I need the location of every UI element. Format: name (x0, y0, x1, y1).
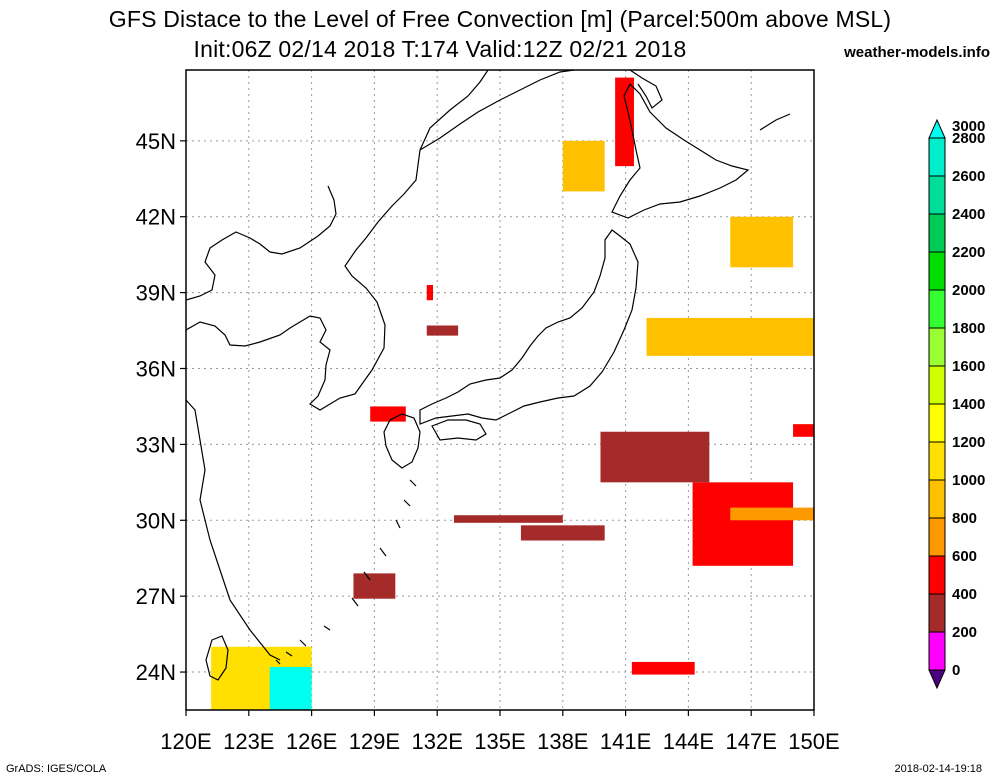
colorbar-label: 2000 (952, 282, 985, 299)
colorbar-label: 2400 (952, 206, 985, 223)
colorbar-label: 1800 (952, 320, 985, 337)
coast-honshu (419, 229, 639, 425)
coastlines (186, 70, 791, 681)
colorbar: 0 200 400 600 800 1000 1200 1400 1600 1800 2000 220… (928, 118, 985, 690)
data-fills (211, 77, 814, 710)
coast-china-korea (186, 70, 489, 661)
colorbar-label: 1000 (952, 472, 985, 489)
x-tick-label: 147E (726, 729, 777, 754)
colorbar-label: 200 (952, 624, 977, 641)
data-cell (646, 317, 814, 356)
x-tick-label: 123E (223, 729, 274, 754)
coast-kyushu (383, 413, 421, 469)
data-cell (793, 424, 814, 437)
colorbar-swatch (928, 327, 946, 367)
colorbar-label: 800 (952, 510, 977, 527)
data-cell (426, 285, 434, 301)
data-cell (370, 406, 406, 422)
colorbar-swatch (928, 441, 946, 481)
data-cell (600, 431, 710, 483)
data-cell (730, 216, 794, 268)
coast-ryukyu (275, 479, 417, 665)
x-tick-label: 135E (474, 729, 525, 754)
colorbar-label: 1200 (952, 434, 985, 451)
colorbar-label: 0 (952, 662, 960, 679)
colorbar-swatch (928, 213, 946, 253)
data-cell (269, 666, 312, 710)
colorbar-swatch (928, 403, 946, 443)
coast-russia (419, 70, 791, 151)
y-tick-label: 45N (136, 129, 176, 154)
y-tick-label: 24N (136, 660, 176, 685)
y-tick-label: 27N (136, 584, 176, 609)
y-tick-label: 33N (136, 432, 176, 457)
colorbar-label: 1600 (952, 358, 985, 375)
coast-hokkaido (611, 82, 750, 219)
colorbar-swatch (928, 289, 946, 329)
footer-credit: GrADS: IGES/COLA (6, 763, 107, 775)
data-cell (353, 573, 396, 599)
footer-timestamp: 2018-02-14-19:18 (894, 763, 982, 775)
colorbar-swatch (928, 555, 946, 595)
data-cell (426, 325, 459, 336)
coast-shikoku (431, 419, 487, 441)
x-tick-label: 138E (537, 729, 588, 754)
colorbar-label: 3000 (952, 118, 985, 135)
colorbar-swatch (928, 593, 946, 633)
data-cell (631, 661, 695, 675)
x-tick-label: 129E (349, 729, 400, 754)
colorbar-label: 400 (952, 586, 977, 603)
colorbar-swatch (928, 365, 946, 405)
colorbar-label: 1400 (952, 396, 985, 413)
colorbar-label: 600 (952, 548, 977, 565)
y-tick-label: 30N (136, 508, 176, 533)
data-cell (562, 140, 605, 192)
map-subtitle: Init:06Z 02/14 2018 T:174 Valid:12Z 02/2… (193, 36, 687, 62)
y-tick-label: 42N (136, 205, 176, 230)
x-tick-label: 126E (286, 729, 337, 754)
grid-lines (186, 70, 814, 710)
colorbar-swatch (928, 175, 946, 215)
x-tick-label: 141E (600, 729, 651, 754)
y-tick-label: 36N (136, 356, 176, 381)
colorbar-swatch (928, 631, 946, 671)
colorbar-swatch (928, 251, 946, 291)
x-axis-labels: 120E 123E 126E 129E 132E 135E 138E 141E 144E 147E… (160, 710, 840, 754)
map-title: GFS Distace to the Level of Free Convect… (108, 6, 892, 32)
colorbar-label: 2600 (952, 168, 985, 185)
coast-bohai (186, 185, 337, 301)
data-cell (615, 77, 634, 167)
x-tick-label: 132E (412, 729, 463, 754)
data-cell (692, 482, 794, 566)
data-cell (453, 515, 563, 523)
colorbar-swatch (928, 517, 946, 557)
colorbar-max-arrow (928, 118, 946, 139)
x-tick-label: 150E (788, 729, 839, 754)
data-cell (730, 507, 814, 521)
data-cell (520, 525, 605, 541)
colorbar-label: 2200 (952, 244, 985, 261)
coast-taiwan (205, 635, 229, 681)
colorbar-swatch (928, 479, 946, 519)
brand-label: weather-models.info (844, 44, 990, 61)
colorbar-swatch (928, 137, 946, 177)
colorbar-min-arrow (928, 669, 946, 690)
x-tick-label: 120E (160, 729, 211, 754)
x-tick-label: 144E (663, 729, 714, 754)
y-tick-label: 39N (136, 281, 176, 306)
colorbar-label: 2800 (952, 130, 985, 147)
y-axis-labels: 24N 27N 30N 33N 36N 39N 42N 45N (136, 129, 186, 685)
